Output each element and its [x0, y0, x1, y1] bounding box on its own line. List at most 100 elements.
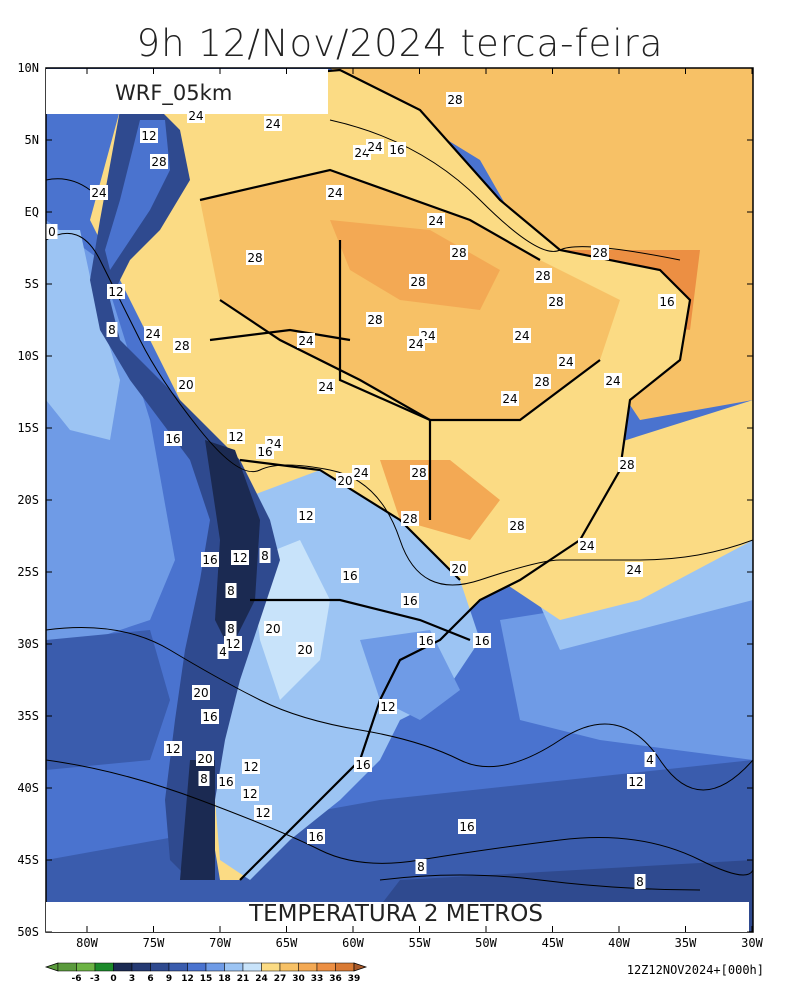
contour-label: 24	[265, 117, 280, 131]
contour-label: 12	[628, 775, 643, 789]
contour-label: 8	[261, 549, 269, 563]
contour-label: 20	[197, 752, 212, 766]
contour-label: 12	[228, 430, 243, 444]
contour-label: 24	[579, 539, 594, 553]
contour-label: 28	[151, 155, 166, 169]
contour-label-bg	[246, 250, 264, 265]
contour-label-bg	[46, 224, 58, 239]
colorbar-label: 12	[181, 974, 194, 984]
contour-label: 28	[509, 519, 524, 533]
contour-label: 12	[232, 551, 247, 565]
contour-label-bg	[231, 550, 249, 565]
lat-tick-label: 45S	[17, 853, 39, 867]
lat-tick-label: 15S	[17, 421, 39, 435]
lat-tick-label: 5N	[25, 133, 39, 147]
contour-label-bg	[379, 699, 397, 714]
colorbar: -6 -3 0 3 6 9 12 15 18 21 24 27 30 33 36 39	[44, 962, 368, 984]
contour-label-bg	[618, 457, 636, 472]
contour-label: 24	[354, 146, 369, 160]
contour-label: 28	[451, 246, 466, 260]
contour-label: 20	[451, 562, 466, 576]
contour-label-bg	[401, 593, 419, 608]
contour-label: 16	[257, 445, 272, 459]
longitude-axis: 80W 75W 70W 65W 60W 55W 50W 45W 40W 35W 30W	[76, 68, 764, 950]
contour-label-bg	[217, 644, 229, 659]
contour-label-bg	[604, 373, 622, 388]
contour-label: 12	[242, 787, 257, 801]
lon-tick-label: 65W	[276, 936, 298, 950]
contour-label-bg	[388, 142, 406, 157]
lat-tick-label: 5S	[25, 277, 39, 291]
contour-label: 24	[626, 563, 641, 577]
lon-tick-label: 55W	[409, 936, 431, 950]
colorbar-label: 39	[348, 974, 361, 984]
colorbar-label: 21	[237, 974, 250, 984]
latitude-axis: 10N 5N EQ 5S 10S 15S 20S 25S 30S 35S 40S 45S 50S	[17, 61, 753, 939]
lon-tick-label: 40W	[608, 936, 630, 950]
contour-label: 12	[298, 509, 313, 523]
colorbar-label: -6	[72, 974, 82, 984]
colorbar-swatch	[224, 962, 244, 972]
colorbar-label: 18	[218, 974, 231, 984]
lon-tick-label: 30W	[741, 936, 763, 950]
contour-label-bg	[225, 621, 237, 636]
colorbar-arrow-left	[44, 962, 59, 972]
contour-label-bg	[217, 774, 235, 789]
contour-label-bg	[417, 633, 435, 648]
contour-label-bg	[501, 391, 519, 406]
contour-label-bg	[297, 508, 315, 523]
contour-label: 16	[218, 775, 233, 789]
contour-label: 16	[459, 820, 474, 834]
contour-label-bg	[192, 685, 210, 700]
contour-label-bg	[307, 829, 325, 844]
colorbar-swatch	[113, 962, 133, 972]
contour-label-bg	[140, 128, 158, 143]
contour-label: 28	[410, 275, 425, 289]
contour-label: 12	[141, 129, 156, 143]
contour-label-bg	[326, 185, 344, 200]
contour-label: 4	[646, 753, 654, 767]
colorbar-label: 0	[110, 974, 116, 984]
contour-label: 24	[145, 327, 160, 341]
colorbar-arrow-right	[353, 962, 368, 972]
colorbar-swatch	[150, 962, 170, 972]
contour-label-bg	[634, 874, 646, 889]
contour-label-bg	[427, 213, 445, 228]
contour-label: 16	[202, 710, 217, 724]
contour-label-bg	[242, 759, 260, 774]
lon-tick-label: 70W	[209, 936, 231, 950]
contour-label: 24	[367, 140, 382, 154]
contour-label: 16	[659, 295, 674, 309]
contour-label-bg	[366, 312, 384, 327]
contour-label: 16	[474, 634, 489, 648]
lon-tick-label: 50W	[475, 936, 497, 950]
contour-label: 16	[342, 569, 357, 583]
contour-label: 24	[188, 109, 203, 123]
contour-label: 8	[636, 875, 644, 889]
lat-tick-label: 10S	[17, 349, 39, 363]
colorbar-swatch	[261, 962, 281, 972]
contour-label-bg	[201, 709, 219, 724]
contour-label: 20	[265, 622, 280, 636]
contour-label: 12	[243, 760, 258, 774]
model-label-box	[46, 69, 328, 114]
colorbar-swatch	[168, 962, 188, 972]
contour-label-bg	[150, 154, 168, 169]
contour-label: 4	[219, 645, 227, 659]
contour-label-bg	[627, 774, 645, 789]
contour-label: 24	[514, 329, 529, 343]
contour-label-bg	[297, 333, 315, 348]
model-label: WRF_05km	[115, 81, 232, 106]
contour-label: 28	[247, 251, 262, 265]
contour-label: 28	[367, 313, 382, 327]
contour-label: 12	[108, 285, 123, 299]
contour-label: 16	[202, 553, 217, 567]
contour-label-bg	[458, 819, 476, 834]
contour-label-bg	[341, 568, 359, 583]
contour-label-bg	[164, 431, 182, 446]
contour-label-bg	[415, 859, 427, 874]
contour-label-bg	[410, 465, 428, 480]
contour-label: 24	[353, 466, 368, 480]
contour-label: 24	[318, 380, 333, 394]
